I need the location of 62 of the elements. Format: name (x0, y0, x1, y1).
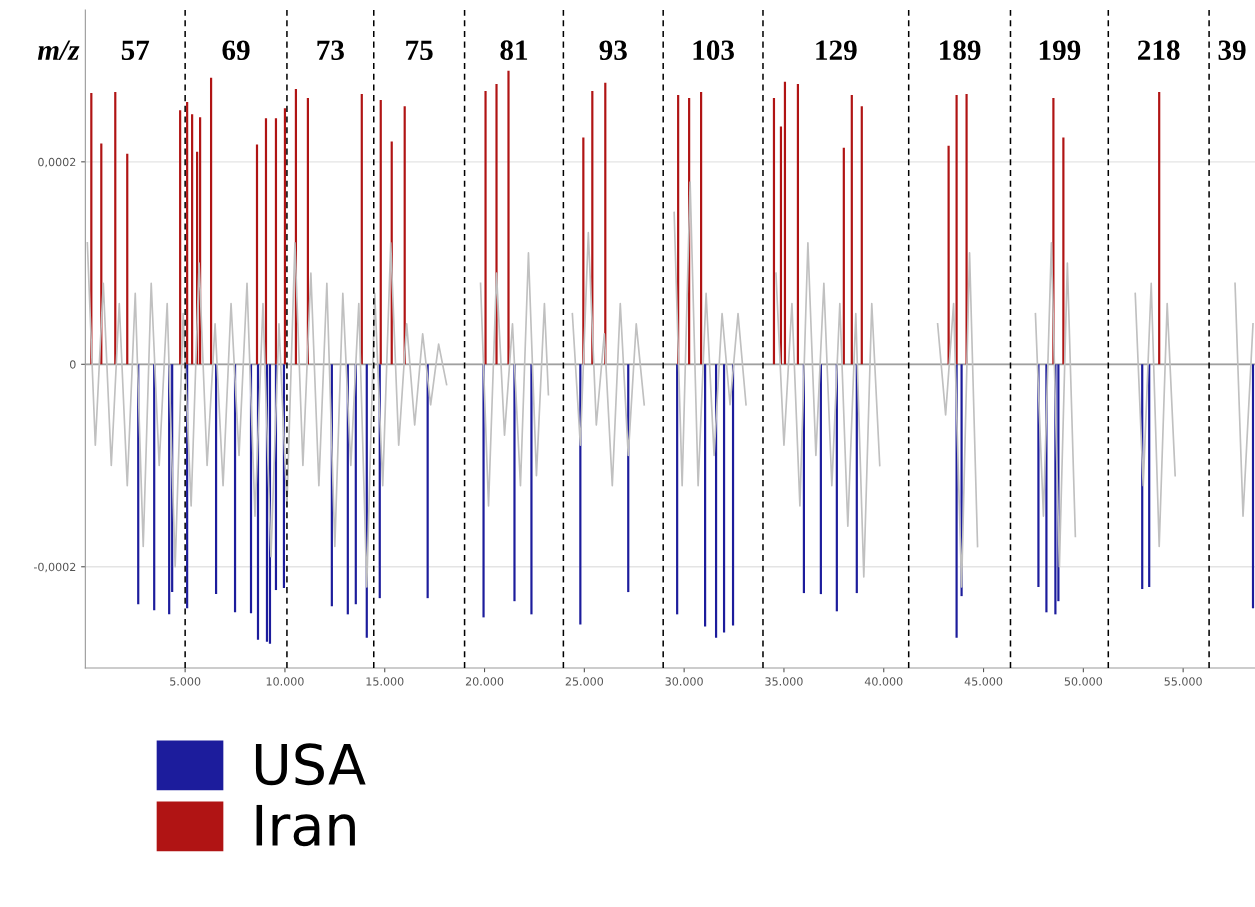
bar (850, 95, 853, 365)
bar (1062, 137, 1065, 365)
x-tick-label: 50.000 (1064, 677, 1103, 686)
bar (274, 118, 278, 365)
bar (283, 108, 287, 365)
annotation: 39 (1218, 40, 1246, 61)
bar (704, 364, 707, 627)
bar (507, 70, 510, 365)
x-tick-label: 30.000 (665, 677, 703, 686)
bar (676, 364, 679, 615)
bar (214, 364, 218, 595)
text: m/z (37, 40, 80, 61)
y-tick-label: 0 (69, 360, 76, 369)
x-tick-label: 20.000 (465, 677, 504, 686)
bar (530, 364, 533, 615)
annotation: 69 (222, 40, 250, 61)
legend-label: USA (255, 743, 366, 786)
bar (179, 110, 182, 365)
bar (255, 144, 259, 365)
annotation: 199 (1039, 40, 1081, 61)
annotation: 81 (500, 40, 528, 61)
bar (513, 364, 516, 602)
annotation: 73 (317, 40, 344, 61)
bar (700, 91, 703, 365)
bar (860, 106, 863, 365)
x-tick-label: 35.000 (765, 677, 803, 686)
x-tick-label: 25.000 (565, 677, 604, 686)
y-tick-label: -0,0002 (33, 562, 76, 573)
bar (842, 147, 845, 365)
annotation: 103 (693, 40, 734, 61)
annotation: 218 (1138, 40, 1180, 61)
annotation: 75 (406, 40, 433, 61)
annotation: 57 (121, 40, 150, 61)
bar (484, 90, 487, 365)
x-tick-label: 45.000 (964, 677, 1003, 686)
annotation: 93 (599, 40, 627, 61)
bar (796, 83, 800, 365)
bar (1158, 91, 1161, 365)
bar (1251, 364, 1255, 609)
bar (955, 95, 958, 365)
x-tick-label: 5.000 (170, 677, 201, 686)
x-tick-label: 40.000 (864, 677, 903, 686)
bar (186, 102, 189, 365)
annotation: 129 (816, 40, 857, 61)
bar (482, 364, 485, 618)
bar (209, 77, 213, 365)
bar (114, 91, 117, 365)
bar (772, 98, 776, 365)
legend-label: Iran (256, 804, 355, 847)
bar (126, 153, 129, 365)
y-tick-label: 0,0002 (38, 157, 76, 168)
x-tick-label: 10.000 (266, 677, 304, 686)
bar (264, 118, 268, 365)
bar (783, 81, 787, 365)
bar (360, 94, 363, 365)
bar (379, 100, 382, 365)
annotation: 189 (940, 40, 981, 61)
bar (965, 94, 968, 365)
x-tick-label: 15.000 (366, 677, 404, 686)
bar (722, 364, 726, 633)
bar (191, 114, 194, 365)
x-tick-label: 55.000 (1164, 677, 1202, 686)
